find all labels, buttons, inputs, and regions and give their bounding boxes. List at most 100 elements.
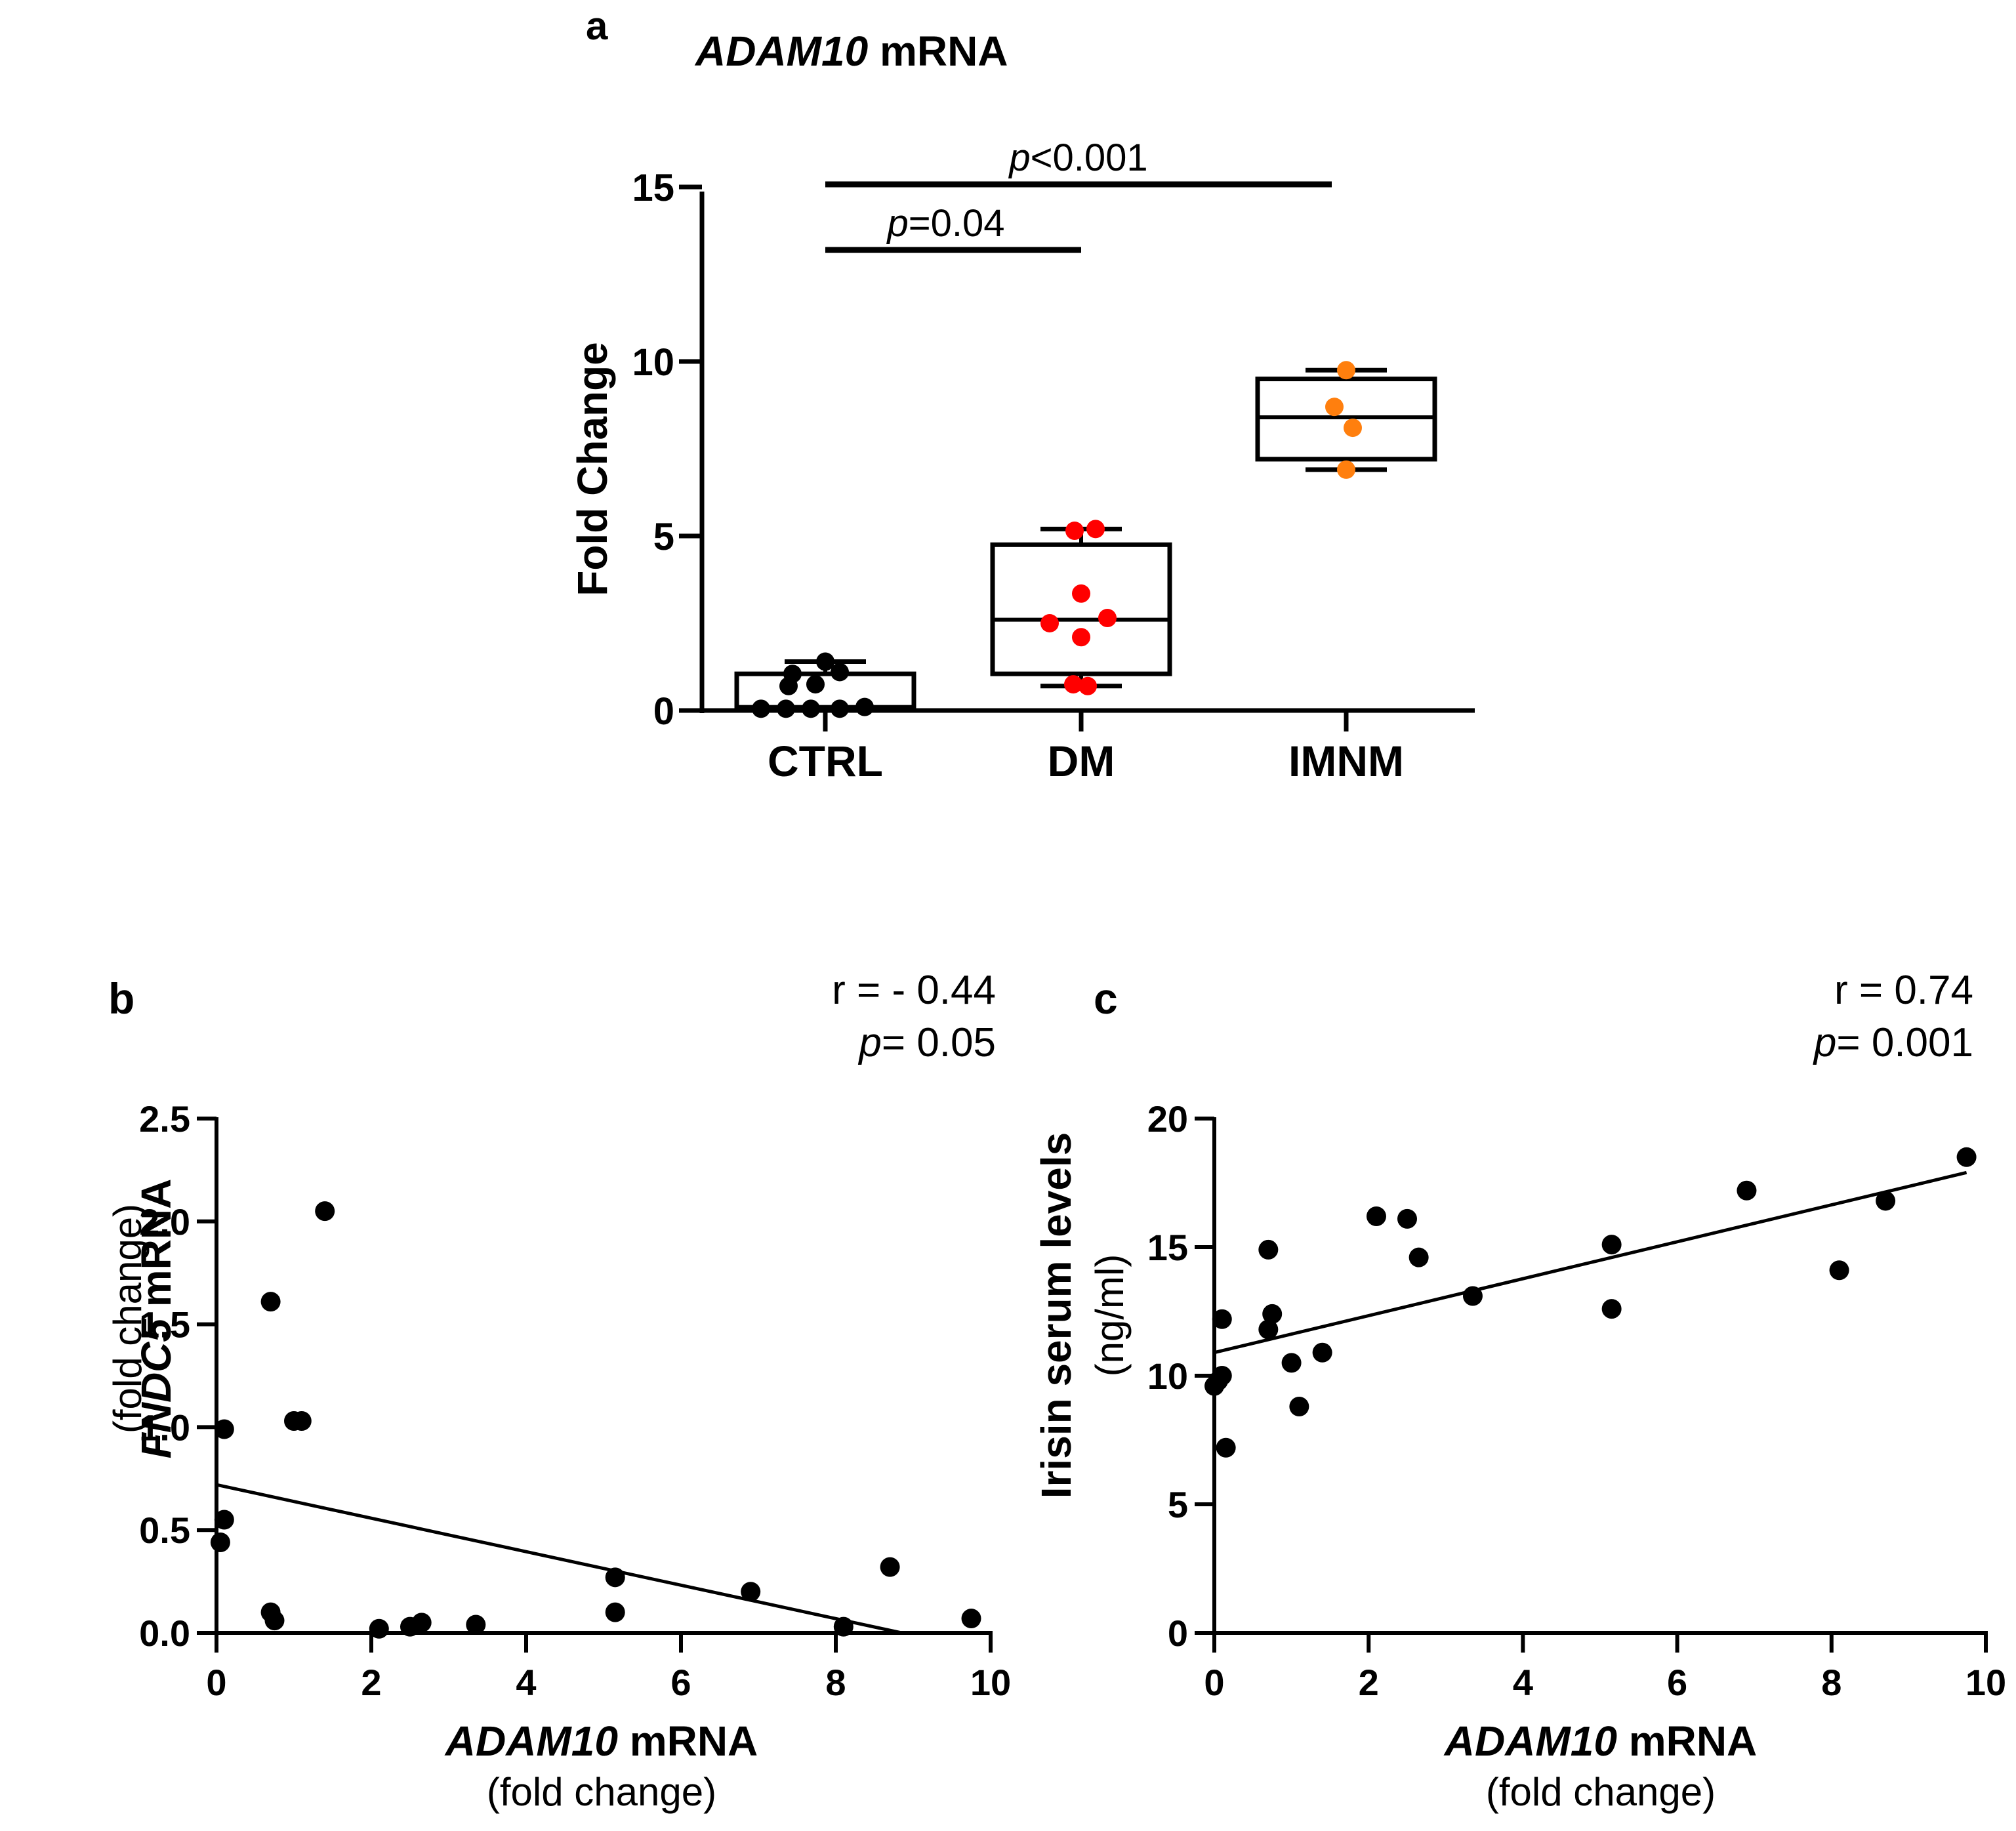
- p-value: = 0.001: [1836, 1020, 1973, 1065]
- box-imnm: [1255, 367, 1437, 472]
- panel-c-x-axis-label: ADAM10 mRNA: [1443, 1718, 1758, 1765]
- panel-b-x-axis-label: ADAM10 mRNA: [444, 1718, 758, 1765]
- p-symbol: p: [1813, 1020, 1836, 1065]
- x-tick-label: DM: [1048, 737, 1115, 785]
- data-point: [1289, 1397, 1309, 1417]
- data-point-dm: [1079, 676, 1097, 695]
- x-tick-label: IMNM: [1288, 737, 1404, 785]
- panel-a-title-gene: ADAM10: [694, 28, 868, 75]
- p-symbol: p: [1008, 136, 1030, 179]
- ylabel-rest: mRNA: [133, 1179, 180, 1319]
- y-tick-label: 2.0: [139, 1201, 190, 1243]
- panel-a-letter: a: [586, 4, 608, 48]
- x-tick-label: CTRL: [768, 737, 883, 785]
- y-tick-label: 5: [653, 516, 674, 558]
- data-point: [1262, 1304, 1283, 1324]
- data-point-ctrl: [831, 663, 849, 682]
- y-tick-label: 0: [1168, 1613, 1188, 1654]
- data-point: [1216, 1437, 1236, 1458]
- panel-c-x-ticks: 0 2 4 6 8 10: [1204, 1633, 2006, 1703]
- data-point: [264, 1611, 285, 1631]
- data-point: [833, 1616, 854, 1637]
- x-tick-label: 10: [970, 1662, 1011, 1703]
- panel-c-x-axis-sublabel: (fold change): [1486, 1770, 1716, 1814]
- significance-label-ctrl-imnm: p<0.001: [1008, 136, 1147, 179]
- p-value: = 0.05: [882, 1020, 996, 1065]
- y-tick-label: 0: [653, 690, 674, 733]
- significance-label-ctrl-dm: p=0.04: [886, 202, 1004, 245]
- x-tick-label: 6: [1667, 1662, 1687, 1703]
- data-point: [1212, 1309, 1232, 1329]
- y-tick-label: 1.5: [139, 1304, 190, 1346]
- y-tick-label: 15: [1147, 1227, 1188, 1268]
- data-point: [411, 1613, 432, 1633]
- data-point: [1462, 1286, 1483, 1306]
- panel-a-x-ticks: CTRL DM IMNM: [768, 710, 1404, 785]
- data-point: [260, 1292, 281, 1312]
- xlabel-rest: mRNA: [1617, 1718, 1757, 1765]
- data-point: [466, 1615, 486, 1635]
- panel-c-y-axis-label: Irisin serum levels: [1033, 1132, 1080, 1499]
- regression-line: [216, 1483, 902, 1635]
- panel-b-y-ticks: 0.0 0.5 1.0 1.5 2.0 2.5: [139, 1098, 216, 1654]
- p-value: <0.001: [1031, 136, 1148, 179]
- panel-c-regression: [1214, 1170, 1967, 1355]
- xlabel-rest: mRNA: [618, 1718, 758, 1765]
- x-tick-label: 6: [670, 1662, 691, 1703]
- data-point: [369, 1618, 389, 1639]
- p-symbol: p: [857, 1020, 881, 1065]
- data-point-ctrl: [855, 697, 874, 716]
- p-symbol: p: [886, 202, 908, 245]
- panel-b-regression: [216, 1483, 902, 1635]
- panel-c: c r = 0.74 p= 0.001 Irisin serum levels …: [1033, 968, 2006, 1814]
- x-tick-label: 8: [825, 1662, 846, 1703]
- x-tick-label: 4: [516, 1662, 536, 1703]
- data-point-ctrl: [802, 699, 820, 718]
- data-point: [961, 1609, 981, 1629]
- panel-a-title: ADAM10 mRNA: [694, 28, 1008, 75]
- panel-b-points: [210, 1201, 981, 1639]
- y-tick-label: 5: [1168, 1484, 1188, 1525]
- data-point: [1397, 1208, 1417, 1229]
- data-point: [315, 1201, 335, 1222]
- panel-b-y-axis-sublabel: (fold change): [106, 1204, 150, 1433]
- x-tick-label: 2: [1359, 1662, 1379, 1703]
- panel-c-p-value: p= 0.001: [1813, 1020, 1973, 1065]
- data-point-dm: [1040, 614, 1059, 632]
- panel-c-points: [1204, 1147, 1977, 1458]
- x-tick-label: 10: [1965, 1662, 2006, 1703]
- data-point-ctrl: [831, 699, 849, 718]
- data-point-dm: [1064, 675, 1082, 694]
- panel-c-r-value: r = 0.74: [1834, 968, 1973, 1013]
- significance-bar-ctrl-imnm: p<0.001: [825, 136, 1332, 188]
- data-point-imnm: [1337, 460, 1355, 479]
- data-point: [214, 1419, 234, 1439]
- data-point-ctrl: [806, 675, 825, 694]
- data-point-ctrl: [752, 699, 770, 718]
- p-value: =0.04: [909, 202, 1005, 245]
- panel-a-y-axis-label: Fold Change: [569, 342, 616, 596]
- panel-a-y-ticks: 0 5 10 15: [632, 167, 702, 733]
- panel-b: b r = - 0.44 p= 0.05 FNDC5 mRNA (fold ch…: [106, 968, 1011, 1814]
- panel-b-y-axis-label: FNDC5 mRNA: [133, 1179, 180, 1459]
- x-tick-label: 4: [1513, 1662, 1533, 1703]
- data-point-dm: [1072, 628, 1090, 647]
- data-point: [214, 1510, 234, 1530]
- y-tick-label: 20: [1147, 1098, 1188, 1140]
- data-point: [291, 1410, 312, 1431]
- data-point: [1258, 1319, 1279, 1340]
- data-point: [1366, 1206, 1386, 1226]
- data-point-imnm: [1344, 419, 1362, 438]
- y-tick-label: 0.0: [139, 1613, 190, 1654]
- data-point: [1601, 1235, 1622, 1255]
- y-tick-label: 0.5: [139, 1510, 190, 1551]
- panel-b-r-value: r = - 0.44: [832, 968, 996, 1013]
- data-point: [1737, 1180, 1757, 1201]
- gene-name: FNDC5: [133, 1318, 180, 1459]
- gene-name: ADAM10: [444, 1718, 618, 1765]
- panel-c-y-axis-sublabel: (ng/ml): [1088, 1254, 1132, 1377]
- data-point: [605, 1567, 625, 1588]
- box-iqr: [990, 542, 1172, 676]
- data-point: [1876, 1191, 1896, 1211]
- panel-a: a ADAM10 mRNA Fold Change 0 5 10 15 CTRL DM I…: [569, 4, 1475, 785]
